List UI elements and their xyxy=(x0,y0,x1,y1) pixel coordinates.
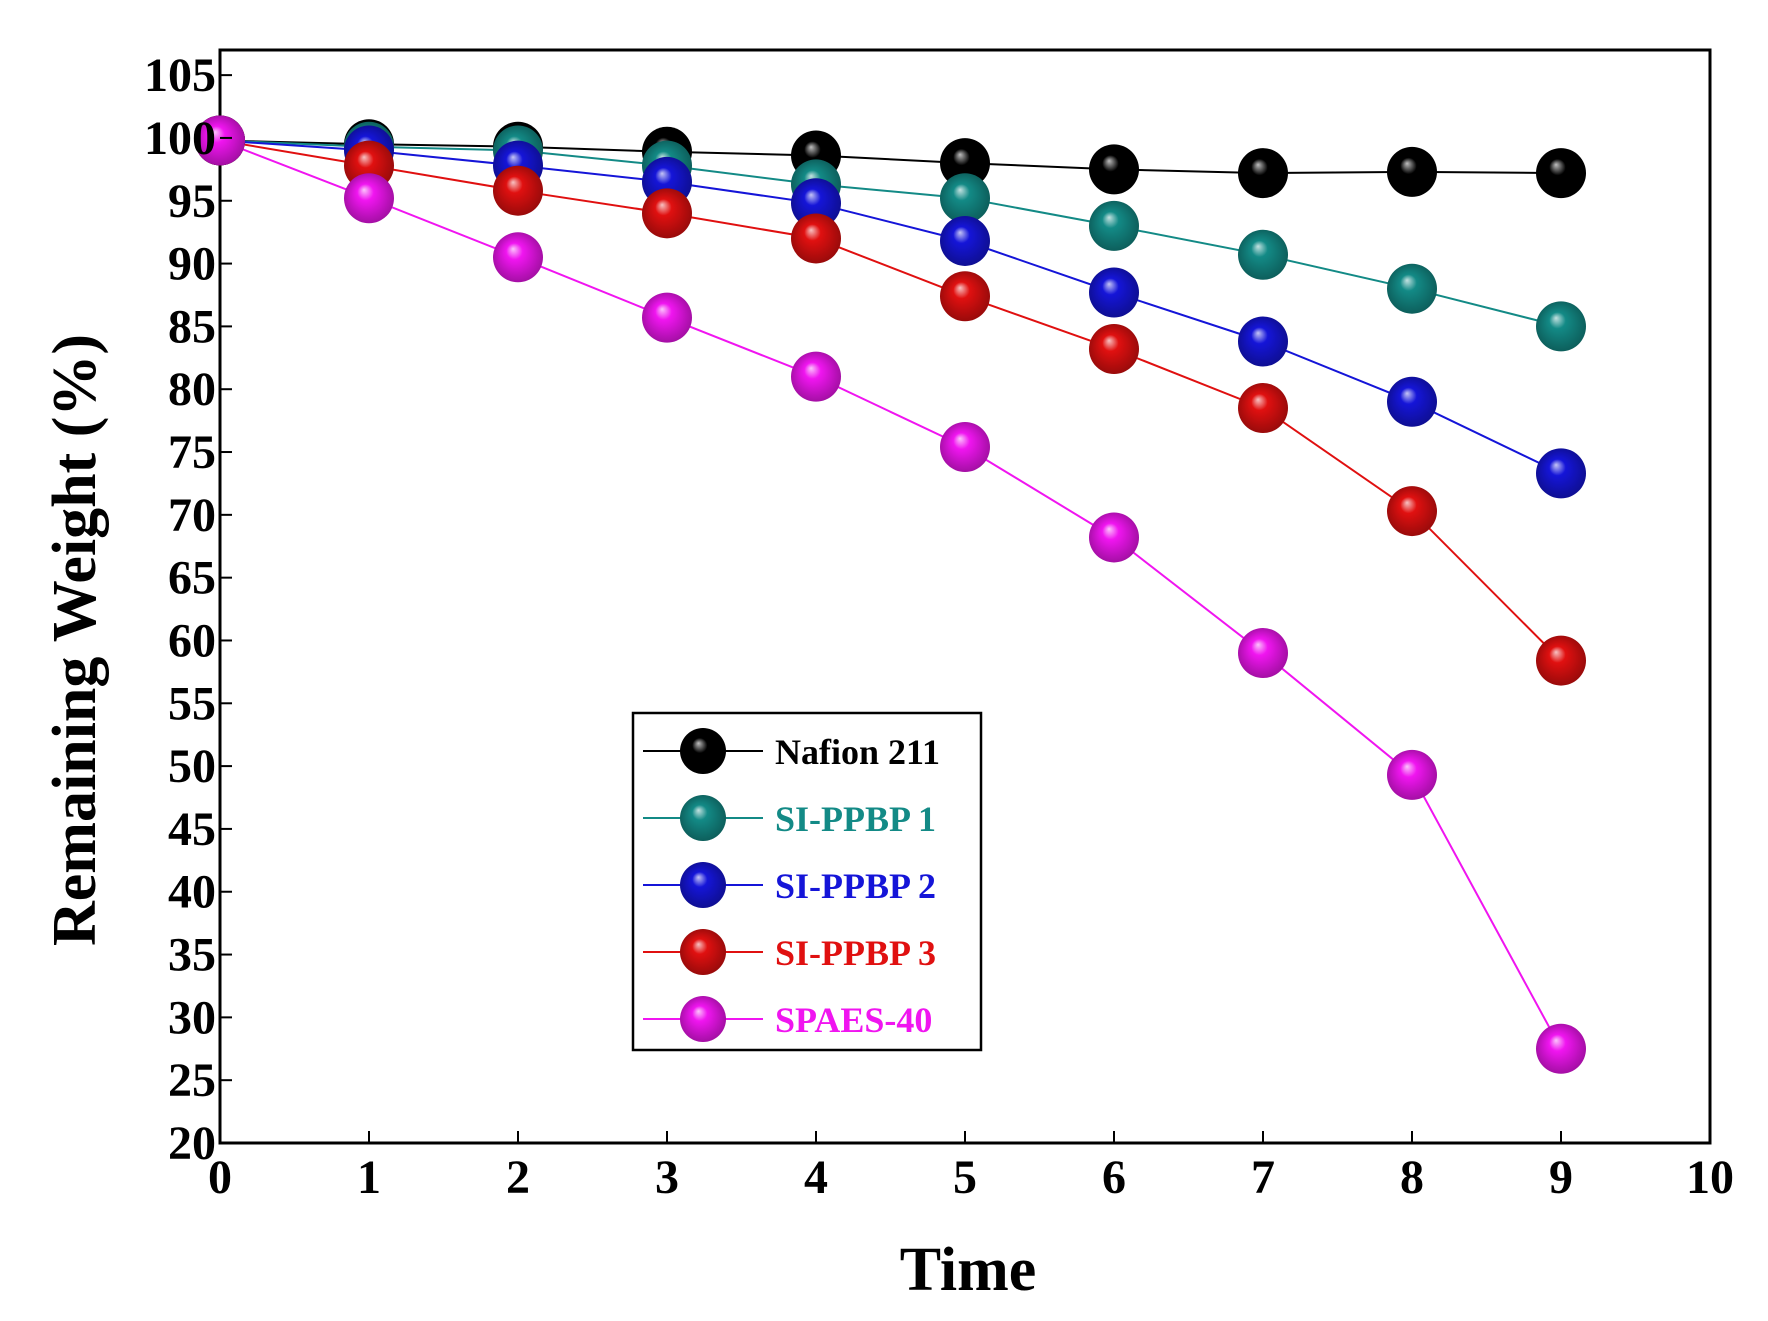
series-si-ppbp-2 xyxy=(219,139,1562,475)
x-tick-label: 8 xyxy=(1400,1151,1424,1204)
legend-label: SI-PPBP 1 xyxy=(775,799,936,839)
data-point-nafion-211 xyxy=(1536,148,1586,199)
legend-item-si-ppbp-3: SI-PPBP 3 xyxy=(643,929,936,975)
data-point-si-ppbp-2 xyxy=(1238,316,1288,367)
legend-item-si-ppbp-2: SI-PPBP 2 xyxy=(643,862,936,908)
legend-marker xyxy=(680,996,726,1042)
y-tick-label: 25 xyxy=(168,1054,216,1107)
series-line-si-ppbp-1 xyxy=(219,139,1562,328)
y-tick-label: 95 xyxy=(168,175,216,228)
data-point-si-ppbp-3 xyxy=(940,271,990,322)
x-tick-label: 7 xyxy=(1251,1151,1275,1204)
data-point-si-ppbp-2 xyxy=(1387,376,1437,427)
y-tick-label: 80 xyxy=(168,363,216,416)
data-point-nafion-211 xyxy=(1089,144,1139,195)
series-spaes-40 xyxy=(219,139,1562,1050)
y-tick-label: 55 xyxy=(168,677,216,730)
data-point-nafion-211 xyxy=(1387,146,1437,197)
data-point-si-ppbp-3 xyxy=(1089,324,1139,375)
y-tick-label: 70 xyxy=(168,489,216,542)
series-nafion-211 xyxy=(219,139,1562,175)
y-tick-label: 45 xyxy=(168,803,216,856)
data-point-si-ppbp-1 xyxy=(1238,229,1288,280)
legend-label: Nafion 211 xyxy=(775,732,940,772)
data-point-spaes-40 xyxy=(1089,512,1139,563)
data-point-si-ppbp-3 xyxy=(493,165,543,216)
data-point-spaes-40 xyxy=(1238,628,1288,679)
x-tick-label: 0 xyxy=(208,1151,232,1204)
y-tick-label: 60 xyxy=(168,614,216,667)
y-tick-label: 75 xyxy=(168,426,216,479)
y-tick-label: 40 xyxy=(168,866,216,919)
series-layer xyxy=(195,115,1586,1074)
data-point-si-ppbp-3 xyxy=(642,188,692,239)
data-point-si-ppbp-2 xyxy=(1536,448,1586,499)
data-point-spaes-40 xyxy=(1536,1023,1586,1074)
legend-label: SI-PPBP 3 xyxy=(775,933,936,973)
series-si-ppbp-1 xyxy=(219,139,1562,328)
y-tick-label: 105 xyxy=(144,49,216,102)
data-point-nafion-211 xyxy=(1238,148,1288,199)
legend-label: SI-PPBP 2 xyxy=(775,866,936,906)
y-tick-label: 100 xyxy=(144,112,216,165)
y-tick-label: 65 xyxy=(168,552,216,605)
data-point-spaes-40 xyxy=(1387,749,1437,800)
data-point-si-ppbp-1 xyxy=(1536,301,1586,352)
y-axis-ticks: 20 25 30 35 40 45 50 55 60 65 70 75 80 85 90 95 100 105 xyxy=(144,49,232,1170)
legend: Nafion 211 SI-PPBP 1 SI-PPBP 2 SI-PPBP 3 SPA… xyxy=(631,711,983,1052)
data-point-si-ppbp-3 xyxy=(1387,486,1437,537)
y-tick-label: 20 xyxy=(168,1117,216,1170)
data-point-si-ppbp-3 xyxy=(1238,383,1288,434)
y-tick-label: 90 xyxy=(168,238,216,291)
legend-item-spaes-40: SPAES-40 xyxy=(643,996,932,1042)
x-tick-label: 9 xyxy=(1549,1151,1573,1204)
x-tick-label: 4 xyxy=(804,1151,828,1204)
legend-label: SPAES-40 xyxy=(775,1000,932,1040)
legend-marker xyxy=(680,795,726,841)
x-tick-label: 1 xyxy=(357,1151,381,1204)
x-tick-label: 6 xyxy=(1102,1151,1126,1204)
series-line-si-ppbp-3 xyxy=(219,139,1562,662)
data-point-spaes-40 xyxy=(344,173,394,224)
data-point-si-ppbp-1 xyxy=(1387,263,1437,314)
x-tick-label: 2 xyxy=(506,1151,530,1204)
series-markers-spaes-40 xyxy=(195,115,1586,1074)
data-point-spaes-40 xyxy=(940,421,990,472)
data-point-si-ppbp-2 xyxy=(791,178,841,229)
x-tick-label: 3 xyxy=(655,1151,679,1204)
x-tick-label: 5 xyxy=(953,1151,977,1204)
legend-marker xyxy=(680,862,726,908)
series-line-si-ppbp-2 xyxy=(219,139,1562,475)
series-line-spaes-40 xyxy=(219,139,1562,1050)
data-point-spaes-40 xyxy=(195,115,245,166)
series-line-nafion-211 xyxy=(219,139,1562,175)
data-point-nafion-211 xyxy=(940,138,990,189)
data-point-si-ppbp-2 xyxy=(940,215,990,266)
data-point-si-ppbp-3 xyxy=(791,213,841,264)
data-point-si-ppbp-2 xyxy=(1089,267,1139,318)
legend-marker xyxy=(680,728,726,774)
series-si-ppbp-3 xyxy=(219,139,1562,662)
data-point-si-ppbp-3 xyxy=(1536,635,1586,686)
data-point-si-ppbp-1 xyxy=(940,173,990,224)
legend-item-si-ppbp-1: SI-PPBP 1 xyxy=(643,795,936,841)
legend-item-nafion-211: Nafion 211 xyxy=(643,728,940,774)
data-point-si-ppbp-1 xyxy=(1089,200,1139,251)
y-axis-label: Remaining Weight (%) xyxy=(41,334,109,946)
x-axis-label: Time xyxy=(900,1236,1037,1304)
y-tick-label: 50 xyxy=(168,740,216,793)
y-tick-label: 30 xyxy=(168,991,216,1044)
legend-marker xyxy=(680,929,726,975)
data-point-spaes-40 xyxy=(493,232,543,283)
x-axis-ticks: 0 1 2 3 4 5 6 7 8 9 10 xyxy=(208,1131,1734,1204)
y-tick-label: 85 xyxy=(168,300,216,353)
y-tick-label: 35 xyxy=(168,929,216,982)
data-point-spaes-40 xyxy=(642,292,692,343)
data-point-spaes-40 xyxy=(791,351,841,402)
x-tick-label: 10 xyxy=(1686,1151,1734,1204)
